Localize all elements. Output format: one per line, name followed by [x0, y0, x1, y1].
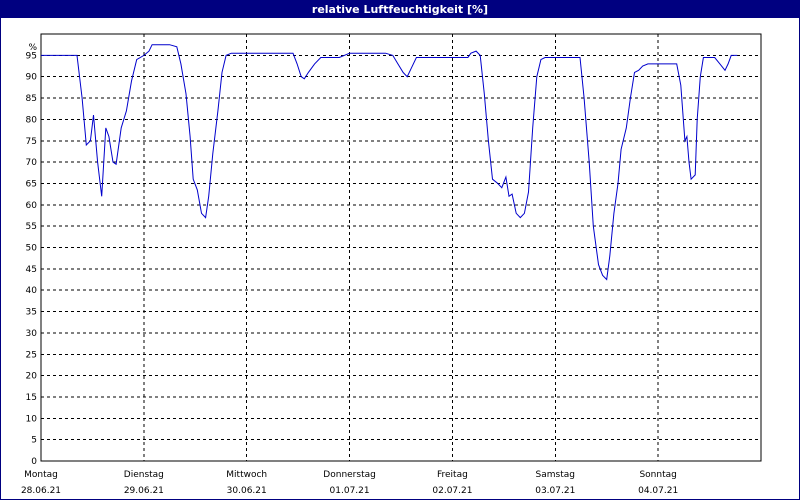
x-tick-date: 30.06.21 — [227, 486, 267, 496]
x-tick-weekday: Dienstag — [124, 470, 164, 480]
x-tick-date: 02.07.21 — [432, 486, 472, 496]
y-tick-label: 75 — [26, 137, 37, 147]
plot-frame — [40, 33, 762, 462]
y-tick-labels: 0 5 10 15 20 25 30 35 40 45 50 55 60 65 70 75 80 85 90 95% — [26, 43, 38, 467]
y-tick-label: 50 — [26, 244, 38, 254]
x-tick-weekday: Sonntag — [639, 470, 676, 480]
x-tick-date: 01.07.21 — [330, 486, 370, 496]
x-tick-date: 29.06.21 — [124, 486, 164, 496]
grid — [41, 34, 761, 461]
x-tick-weekday: Mittwoch — [226, 470, 267, 480]
y-tick-label: 85 — [26, 94, 37, 104]
humidity-series-line — [41, 44, 738, 281]
x-tick-labels: Montag 28.06.21 Dienstag 29.06.21 Mittwoch 30… — [21, 470, 678, 496]
x-tick-date: 04.07.21 — [638, 486, 678, 496]
y-tick-label: 45 — [26, 265, 37, 275]
y-tick-label: 15 — [26, 393, 37, 403]
y-tick-label: 90 — [26, 73, 38, 83]
y-tick-label: 20 — [26, 372, 38, 382]
y-tick-label: 60 — [26, 201, 38, 211]
y-tick-label: 80 — [26, 115, 38, 125]
y-tick-label: 55 — [26, 222, 37, 232]
x-tick-weekday: Samstag — [536, 470, 575, 480]
x-tick-date: 28.06.21 — [21, 486, 61, 496]
x-tick-weekday: Montag — [24, 470, 58, 480]
y-tick-label: 65 — [26, 179, 37, 189]
y-tick-label: 30 — [26, 329, 38, 339]
y-tick-label: 5 — [31, 436, 37, 446]
y-tick-label: 25 — [26, 350, 37, 360]
y-tick-label: 10 — [26, 414, 38, 424]
x-tick-weekday: Freitag — [437, 470, 468, 480]
y-tick-label: 40 — [26, 286, 38, 296]
y-unit-label: % — [28, 43, 37, 53]
chart-title: relative Luftfeuchtigkeit [%] — [1, 1, 799, 18]
y-tick-label: 95 — [26, 51, 37, 61]
axes — [40, 33, 762, 462]
x-tick-date: 03.07.21 — [535, 486, 575, 496]
series-layer — [41, 44, 738, 281]
y-tick-label: 35 — [26, 308, 37, 318]
x-tick-weekday: Donnerstag — [323, 470, 376, 480]
y-tick-label: 70 — [26, 158, 38, 168]
y-tick-label: 0 — [31, 457, 37, 467]
